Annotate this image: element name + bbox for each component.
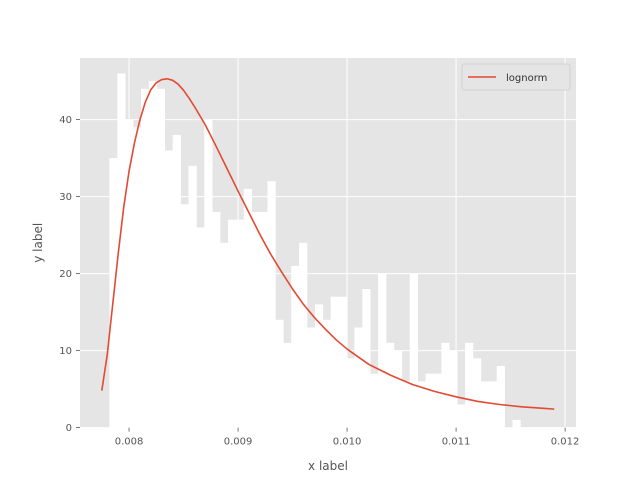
lognorm-line: [101, 77, 555, 410]
histogram-bar: [251, 212, 260, 428]
histogram-bar: [449, 350, 458, 428]
histogram-bar: [472, 358, 482, 428]
y-tick-label: 40: [59, 115, 72, 126]
histogram-bar: [354, 327, 363, 428]
histogram-bar: [488, 381, 497, 428]
histogram-bar: [220, 242, 229, 428]
histogram-bar: [307, 327, 316, 428]
histogram-bar: [378, 273, 387, 428]
histogram-bar: [386, 342, 395, 428]
y-axis-ticks: 0 10 20 30 40: [59, 115, 80, 434]
histogram-bar: [338, 296, 347, 428]
histogram-bar: [164, 150, 173, 428]
histogram-bars: [109, 73, 521, 428]
histogram-bar: [227, 219, 237, 428]
y-tick-label: 0: [66, 423, 72, 434]
y-tick-label: 20: [59, 269, 72, 280]
histogram-bar: [172, 135, 181, 428]
histogram-bar: [283, 342, 292, 428]
histogram-bar: [330, 296, 339, 428]
histogram-bar: [512, 419, 521, 428]
histogram-bar: [235, 219, 245, 428]
histogram-bar: [267, 181, 276, 428]
histogram-bar: [204, 119, 213, 428]
histogram-bar: [180, 204, 189, 428]
legend-box: [461, 63, 571, 91]
x-tick-label: 0.008: [115, 437, 144, 448]
histogram-bar: [401, 381, 411, 428]
histogram-bar: [433, 373, 442, 428]
histogram-bar: [496, 366, 505, 428]
lognorm-line-group: [101, 77, 555, 410]
histogram-bar: [196, 227, 205, 428]
histogram-bar: [141, 88, 150, 428]
x-tick-label: 0.011: [442, 437, 471, 448]
histogram-bar: [188, 165, 197, 428]
y-tick-label: 30: [59, 192, 72, 203]
x-axis-label: x label: [308, 459, 348, 473]
histogram-bar: [409, 273, 418, 428]
histogram-bar: [243, 188, 252, 428]
histogram-bar: [370, 373, 379, 428]
histogram-bar: [346, 358, 355, 428]
histogram-bar: [441, 342, 450, 428]
histogram-bar: [117, 73, 126, 428]
legend-label-lognorm: lognorm: [506, 73, 547, 84]
histogram-bar: [362, 289, 371, 428]
histogram-bar: [393, 350, 403, 428]
histogram-bar: [156, 88, 166, 428]
histogram-bar: [465, 342, 474, 428]
histogram-bar: [212, 212, 221, 428]
histogram-bar: [425, 373, 434, 428]
x-tick-label: 0.010: [333, 437, 362, 448]
histogram-bar: [480, 381, 490, 428]
y-axis-label: y label: [31, 223, 45, 263]
histogram-bar: [148, 81, 158, 428]
histogram-bar: [275, 319, 284, 428]
histogram-bar: [125, 119, 134, 428]
x-axis-ticks: 0.008 0.009 0.010 0.011 0.012: [115, 427, 580, 448]
histogram-bar: [291, 265, 300, 428]
x-tick-label: 0.012: [551, 437, 580, 448]
histogram-bar: [457, 404, 466, 428]
x-tick-label: 0.009: [224, 437, 253, 448]
histogram-bar: [133, 127, 142, 428]
histogram-bar: [314, 304, 324, 428]
histogram-bar: [259, 212, 268, 428]
histogram-bar: [322, 319, 332, 428]
legend: lognorm: [461, 63, 571, 91]
y-tick-label: 10: [59, 346, 72, 357]
histogram-bar: [417, 381, 426, 428]
histogram-bar: [299, 242, 308, 428]
